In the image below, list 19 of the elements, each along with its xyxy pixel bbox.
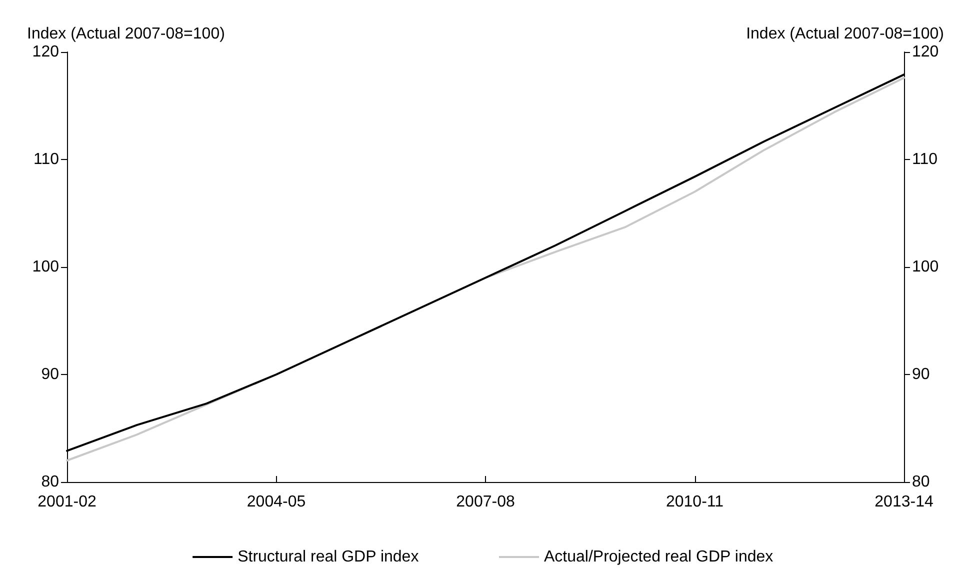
y2-tick-label: 110 — [912, 151, 938, 168]
y-tick-label: 120 — [32, 44, 60, 60]
legend-label: Actual/Projected real GDP index — [544, 548, 774, 566]
y2-tick-label: 90 — [912, 366, 930, 383]
x-tick-label: 2007-08 — [456, 494, 515, 510]
x-tick-label: 2013-14 — [874, 494, 934, 510]
y-tick-label: 110 — [33, 151, 60, 168]
y-tick-label: 80 — [41, 474, 60, 490]
y2-tick-label: 80 — [912, 474, 930, 490]
y2-tick-label: 120 — [912, 44, 939, 60]
x-tick-label: 2001-02 — [38, 494, 96, 510]
legend-label: Structural real GDP index — [238, 548, 419, 566]
x-tick-label: 2010-11 — [666, 494, 724, 510]
x-tick-label: 2004-05 — [246, 494, 306, 510]
y2-tick-label: 100 — [912, 258, 939, 276]
y-axis-title: Index (Actual 2007-08=100) — [27, 26, 225, 42]
y2-axis-title: Index (Actual 2007-08=100) — [746, 26, 944, 42]
y-tick-label: 100 — [32, 258, 60, 276]
y-tick-label: 90 — [41, 366, 60, 383]
